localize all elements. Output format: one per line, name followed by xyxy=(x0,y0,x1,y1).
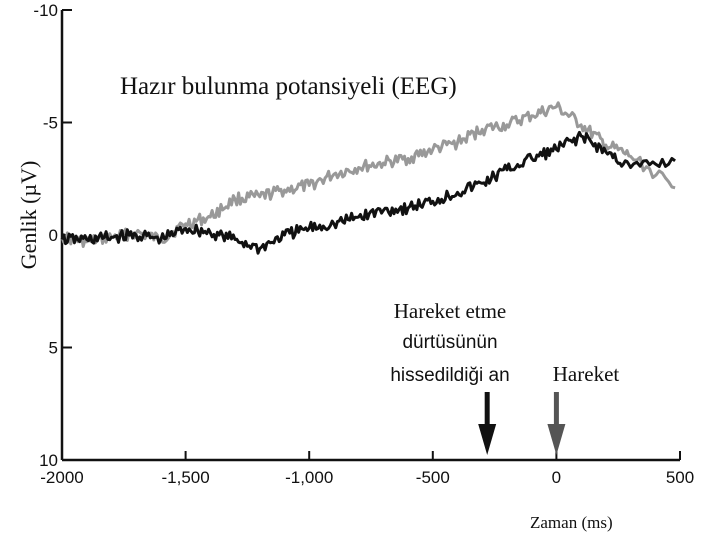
axes: -10 -5 0 5 10-2000 -1,500 -1,000 -500 0 500 xyxy=(33,1,694,487)
y-tick-label: -5 xyxy=(43,114,58,133)
x-tick-label: 500 xyxy=(666,468,694,487)
x-axis-label: Zaman (ms) xyxy=(530,513,613,532)
y-tick-label: 5 xyxy=(49,339,58,358)
x-tick-label: -500 xyxy=(416,468,450,487)
annotation-movement: Hareket xyxy=(553,362,620,386)
series-line-0 xyxy=(60,101,676,248)
x-tick-label: -1,500 xyxy=(161,468,209,487)
y-tick-label: 10 xyxy=(39,451,58,470)
annotation-urge-line-1: Hareket etme xyxy=(394,299,507,323)
annotation-urge-line-2: dürtüsünün xyxy=(402,332,497,353)
y-tick-label: -10 xyxy=(33,1,58,20)
x-tick-label: -2000 xyxy=(40,468,83,487)
arrow-movement-head xyxy=(547,424,566,455)
y-tick-label: 0 xyxy=(49,226,58,245)
annotation-urge-line-3: hissedildiği an xyxy=(390,365,509,386)
annotation-layer: Hareket etme dürtüsünün hissedildiği an Har… xyxy=(390,299,619,455)
x-tick-label: -1,000 xyxy=(285,468,333,487)
series-layer xyxy=(60,101,676,255)
arrow-urge-head xyxy=(478,424,497,455)
y-axis-label: Genlik (µV) xyxy=(16,161,41,270)
x-tick-label: 0 xyxy=(552,468,561,487)
chart-title: Hazır bulunma potansiyeli (EEG) xyxy=(120,73,457,100)
series-line-1 xyxy=(60,130,676,255)
